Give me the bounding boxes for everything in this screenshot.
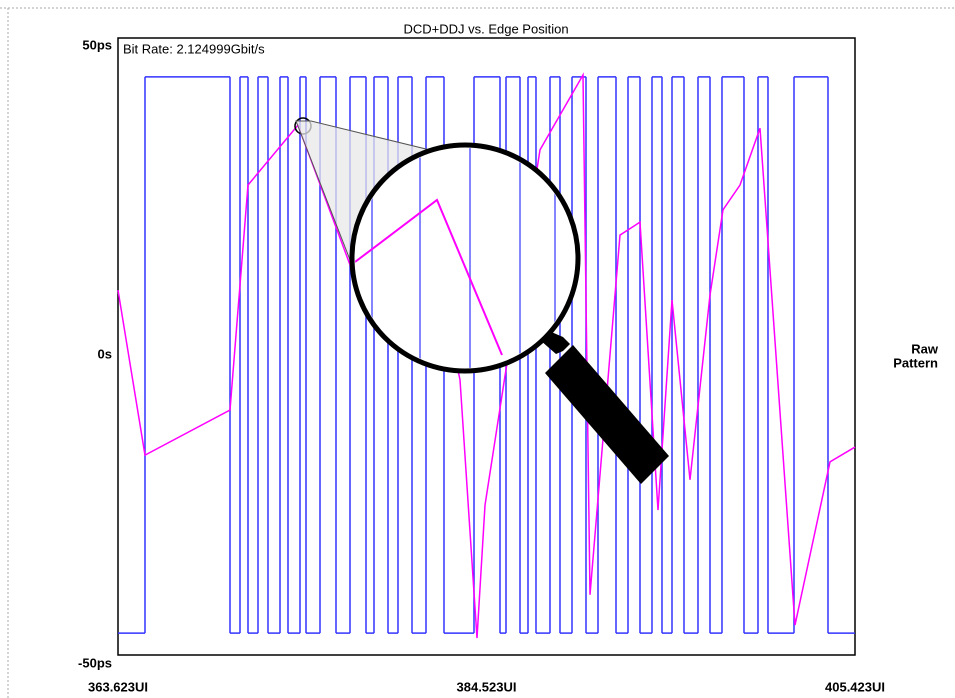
y-tick-label: 50ps (82, 37, 112, 52)
lens (349, 142, 581, 374)
magnifier (294, 117, 669, 484)
y-tick-label: -50ps (78, 655, 112, 670)
annotation: Bit Rate: 2.124999Gbit/s (123, 41, 265, 56)
legend-entry: Pattern (893, 355, 938, 370)
y-tick-label: 0s (98, 346, 112, 361)
x-tick-label: 384.523UI (457, 679, 517, 694)
handle-neck (540, 331, 570, 354)
legend-entry: Raw (911, 341, 939, 356)
handle (545, 345, 669, 484)
x-tick-label: 363.623UI (88, 679, 148, 694)
chart-title: DCD+DDJ vs. Edge Position (403, 21, 568, 36)
lens-line (355, 198, 503, 356)
x-tick-label: 405.423UI (825, 679, 885, 694)
